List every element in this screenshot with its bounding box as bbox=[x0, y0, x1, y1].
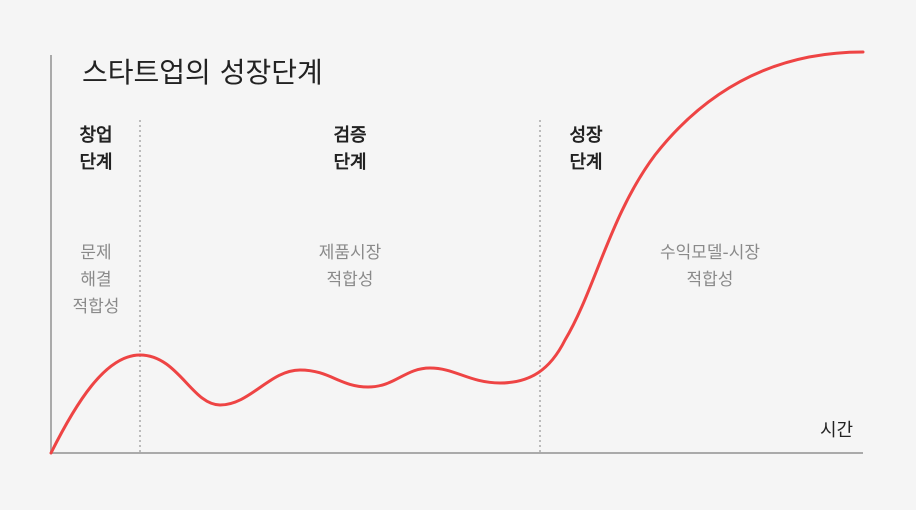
growth-curve bbox=[49, 50, 865, 455]
stage-label-startup: 창업 단계 bbox=[79, 125, 113, 173]
stage-label-growth: 성장 단계 bbox=[569, 125, 603, 173]
fit-label-product-market: 제품시장 적합성 bbox=[318, 243, 382, 290]
fit-label-business-model-market: 수익모델-시장 적합성 bbox=[660, 243, 760, 290]
fit-label-problem-solution: 문제 해결 적합성 bbox=[72, 243, 120, 317]
diagram-title: 스타트업의 성장단계 bbox=[82, 56, 323, 89]
stage-label-validation: 검증 단계 bbox=[333, 125, 367, 173]
x-axis-label: 시간 bbox=[820, 420, 854, 441]
